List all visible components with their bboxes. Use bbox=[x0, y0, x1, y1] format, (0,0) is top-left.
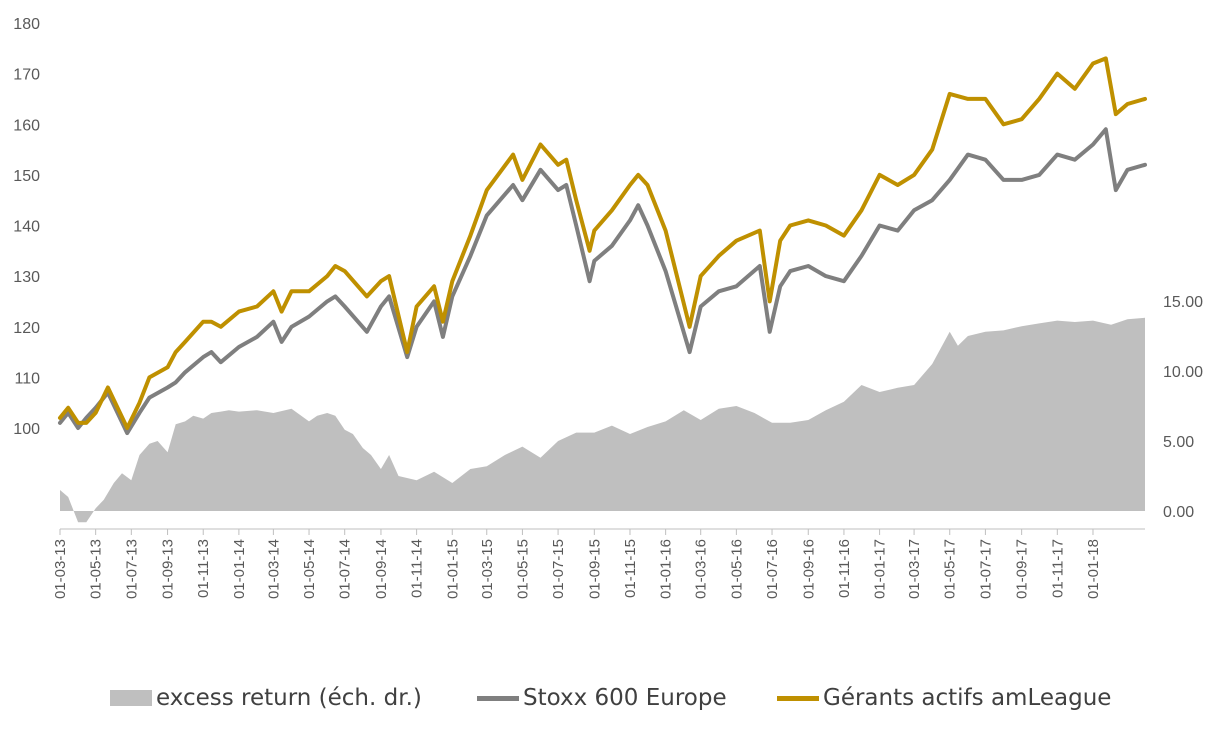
excess-return-area-layer bbox=[60, 317, 1145, 523]
y-left-tick-label: 170 bbox=[13, 67, 40, 84]
x-tick-label: 01-11-16 bbox=[836, 539, 853, 598]
x-tick-label: 01-03-15 bbox=[479, 539, 496, 599]
x-tick-label: 01-05-17 bbox=[942, 539, 959, 599]
x-tick-label: 01-01-15 bbox=[444, 539, 461, 599]
legend-item-stoxx-600: Stoxx 600 Europe bbox=[477, 678, 727, 718]
y-right-tick-label: 15.00 bbox=[1163, 294, 1203, 311]
legend: excess return (éch. dr.) Stoxx 600 Europ… bbox=[0, 678, 1218, 718]
y-left-tick-label: 110 bbox=[14, 370, 40, 387]
legend-swatch-stoxx-600 bbox=[477, 695, 519, 701]
x-tick-label: 01-05-16 bbox=[728, 539, 745, 599]
y-left-tick-label: 140 bbox=[13, 219, 40, 236]
y-axis-right: 0.00 5.00 10.00 15.00 bbox=[1163, 294, 1203, 521]
x-tick-label: 01-09-17 bbox=[1014, 539, 1031, 599]
x-tick-label: 01-03-16 bbox=[693, 539, 710, 599]
x-tick-label: 01-03-14 bbox=[265, 539, 282, 599]
legend-item-excess-return: excess return (éch. dr.) bbox=[110, 678, 422, 718]
x-axis: 01-03-13 01-05-13 01-07-13 01-09-13 01-11-13… bbox=[52, 528, 1145, 599]
x-tick-label: 01-07-16 bbox=[764, 539, 781, 599]
x-tick-label: 01-01-14 bbox=[231, 539, 248, 599]
index-lines-layer bbox=[58, 56, 1147, 436]
legend-item-amleague: Gérants actifs amLeague bbox=[777, 678, 1111, 718]
x-tick-label: 01-11-14 bbox=[409, 539, 426, 598]
legend-swatch-excess-return bbox=[110, 690, 152, 706]
x-tick-label: 01-07-14 bbox=[337, 539, 354, 599]
y-left-tick-label: 160 bbox=[13, 117, 40, 134]
x-tick-label: 01-09-13 bbox=[160, 539, 177, 599]
x-tick-label: 01-09-15 bbox=[586, 539, 603, 599]
series-area-excess-return bbox=[60, 317, 1145, 523]
legend-label-amleague: Gérants actifs amLeague bbox=[823, 685, 1112, 711]
x-tick-label: 01-09-16 bbox=[800, 539, 817, 599]
x-tick-label: 01-09-14 bbox=[373, 539, 390, 599]
x-tick-label: 01-11-13 bbox=[195, 539, 212, 598]
x-tick-label: 01-07-13 bbox=[123, 539, 140, 599]
chart-canvas: 01-03-13 01-05-13 01-07-13 01-09-13 01-11-13… bbox=[13, 16, 1203, 599]
legend-label-excess-return: excess return (éch. dr.) bbox=[156, 685, 422, 711]
x-tick-label: 01-01-17 bbox=[872, 539, 889, 599]
y-right-tick-label: 10.00 bbox=[1163, 364, 1203, 381]
x-tick-label: 01-11-15 bbox=[622, 539, 639, 598]
x-tick-label: 01-07-17 bbox=[977, 539, 994, 599]
x-tick-label: 01-03-13 bbox=[52, 539, 69, 599]
y-left-tick-label: 120 bbox=[13, 320, 40, 337]
x-tick-label: 01-07-15 bbox=[550, 539, 567, 599]
x-tick-label: 01-01-18 bbox=[1085, 539, 1102, 599]
x-tick-label: 01-11-17 bbox=[1049, 539, 1066, 598]
y-left-tick-label: 150 bbox=[13, 168, 40, 185]
x-tick-label: 01-05-15 bbox=[514, 539, 531, 599]
x-tick-label: 01-05-13 bbox=[88, 539, 105, 599]
y-left-tick-label: 130 bbox=[13, 269, 40, 286]
y-axis-left: 100 110 120 130 140 150 160 170 180 bbox=[13, 16, 40, 438]
series-line-amleague bbox=[58, 56, 1147, 430]
x-tick-label: 01-01-16 bbox=[658, 539, 675, 599]
legend-label-stoxx-600: Stoxx 600 Europe bbox=[523, 685, 727, 711]
series-line-stoxx-600 bbox=[58, 127, 1147, 436]
y-left-tick-label: 100 bbox=[13, 421, 40, 438]
legend-swatch-amleague bbox=[777, 695, 819, 701]
x-tick-label: 01-03-17 bbox=[906, 539, 923, 599]
y-right-tick-label: 0.00 bbox=[1163, 504, 1194, 521]
y-right-tick-label: 5.00 bbox=[1163, 434, 1194, 451]
x-tick-label: 01-05-14 bbox=[301, 539, 318, 599]
y-left-tick-label: 180 bbox=[13, 16, 40, 33]
